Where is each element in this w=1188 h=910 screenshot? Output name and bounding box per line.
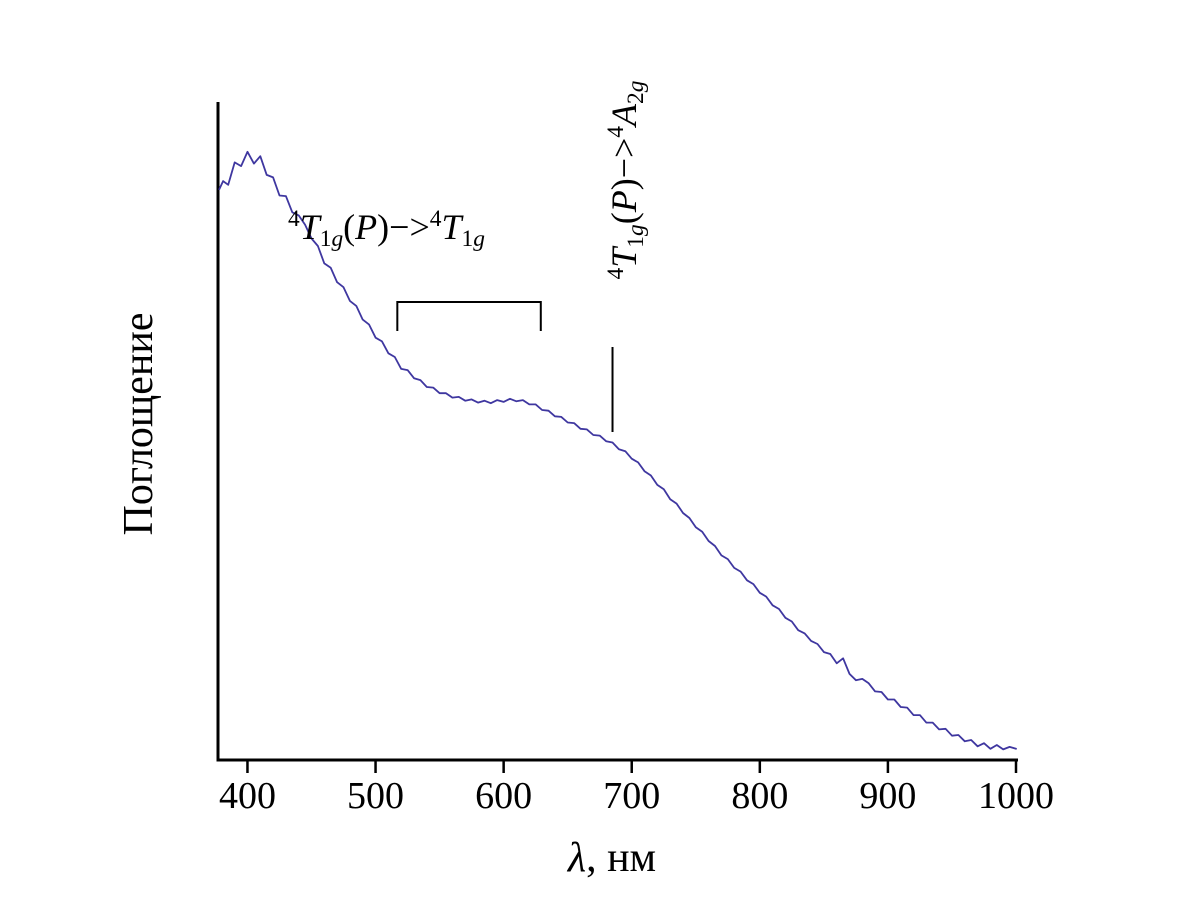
annotation-t1gP-to-a2g-label: 4T1g(P)−>4A2g — [603, 15, 649, 345]
rich-text-part: 2 — [622, 92, 649, 104]
rich-text-part: g — [473, 225, 485, 252]
x-tick-label: 600 — [475, 775, 532, 817]
rich-text-part: ( — [343, 207, 356, 247]
annotation-t1gP-to-t1g-label: 4T1g(P)−>4T1g — [288, 206, 485, 251]
x-tick-label: 400 — [219, 775, 276, 817]
annotation-shapes — [396, 301, 614, 432]
rich-text-part: 1 — [461, 225, 474, 252]
band-bracket — [396, 301, 542, 331]
rich-text-part: T — [299, 207, 320, 247]
x-tick-label: 900 — [859, 775, 916, 817]
rich-text-part: g — [622, 80, 649, 93]
x-tick-label: 700 — [603, 775, 660, 817]
x-axis-title: λ, нм — [462, 834, 762, 882]
x-tick-label: 800 — [731, 775, 788, 817]
rich-text-part: A — [604, 103, 644, 126]
spectrum-curve-group — [218, 150, 1017, 751]
rich-text-part: λ — [567, 835, 587, 881]
rich-text-part: −> — [604, 137, 644, 179]
y-axis-title: Поглощение — [116, 312, 162, 536]
x-tick-label: 1000 — [978, 775, 1054, 817]
rich-text-part: 4 — [603, 125, 630, 138]
axes — [216, 102, 1018, 762]
rich-text-part: P — [604, 190, 644, 213]
rich-text-part: ( — [604, 212, 644, 225]
rich-text-part: , нм — [586, 835, 657, 881]
rich-text-part: T — [604, 247, 644, 268]
rich-text-part: g — [622, 224, 649, 236]
x-tick-label: 500 — [347, 775, 404, 817]
spectrum-curve — [218, 150, 1017, 751]
rich-text-part: ) — [604, 178, 644, 191]
rich-text-part: g — [331, 225, 344, 252]
rich-text-part: 1 — [622, 236, 649, 248]
x-ticks: 400 500 600 700 800 900 1000 — [219, 760, 1054, 817]
rich-text-part: −> — [389, 207, 430, 247]
rich-text-part: 4 — [429, 206, 442, 233]
rich-text-part: T — [441, 207, 462, 247]
rich-text-part: 4 — [288, 206, 300, 233]
rich-text-part: P — [355, 207, 378, 247]
rich-text-part: ) — [377, 207, 390, 247]
rich-text-part: 1 — [319, 225, 332, 252]
rich-text-part: 4 — [603, 267, 630, 280]
